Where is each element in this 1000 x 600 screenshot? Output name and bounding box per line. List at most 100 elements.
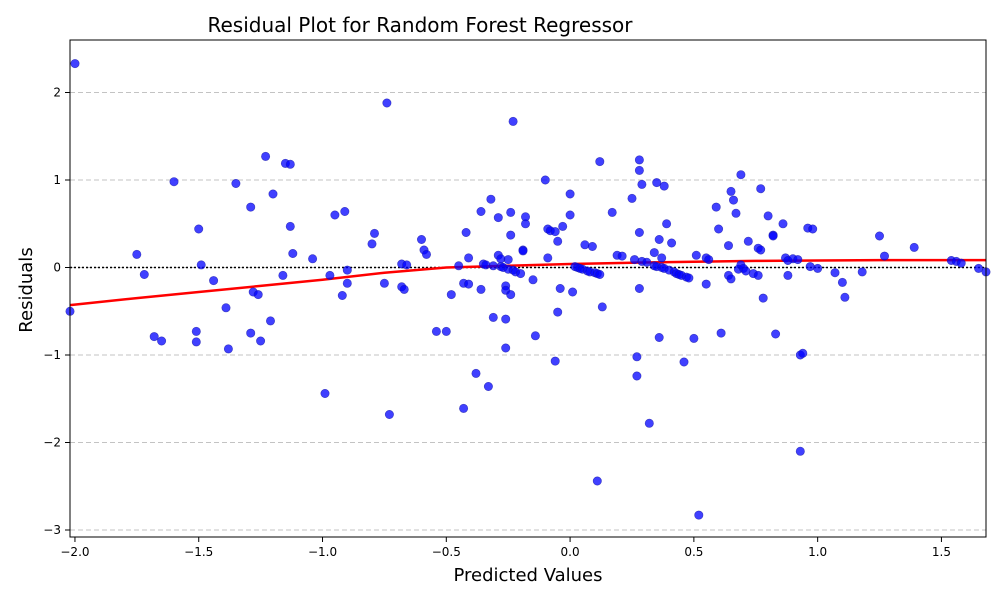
- data-point: [221, 303, 231, 313]
- data-point: [194, 224, 204, 234]
- data-point: [496, 254, 506, 264]
- data-point: [793, 255, 803, 265]
- data-point: [342, 278, 352, 288]
- data-point: [421, 249, 431, 259]
- data-point: [714, 224, 724, 234]
- data-point: [399, 284, 409, 294]
- x-tick-label: 1.5: [932, 545, 951, 559]
- x-tick-label: −1.5: [184, 545, 213, 559]
- data-point: [340, 207, 350, 217]
- data-point: [196, 260, 206, 270]
- data-point: [644, 418, 654, 428]
- data-point: [662, 219, 672, 229]
- data-point: [654, 235, 664, 245]
- data-point: [285, 159, 295, 169]
- data-point: [446, 290, 456, 300]
- data-point: [209, 276, 219, 286]
- data-point: [805, 262, 815, 272]
- data-point: [763, 211, 773, 221]
- data-point: [459, 403, 469, 413]
- data-point: [285, 221, 295, 231]
- data-point: [634, 283, 644, 293]
- data-point: [369, 228, 379, 238]
- data-point: [974, 263, 984, 273]
- data-point: [530, 331, 540, 341]
- grid-lines: [70, 92, 986, 531]
- data-point: [231, 179, 241, 189]
- data-point: [476, 207, 486, 217]
- data-point: [726, 186, 736, 196]
- data-point: [308, 254, 318, 264]
- data-point: [265, 316, 275, 326]
- data-point: [830, 268, 840, 278]
- data-point: [288, 249, 298, 259]
- y-tick-label: −2: [43, 436, 61, 450]
- data-point: [701, 279, 711, 289]
- y-axis-label: Residuals: [16, 247, 37, 332]
- data-point: [139, 269, 149, 279]
- data-point: [857, 267, 867, 277]
- data-point: [516, 269, 526, 279]
- data-point: [654, 332, 664, 342]
- data-point: [268, 189, 278, 199]
- data-point: [667, 238, 677, 248]
- data-point: [813, 263, 823, 273]
- data-point: [508, 116, 518, 126]
- data-point: [246, 202, 256, 212]
- data-point: [261, 151, 271, 161]
- data-point: [771, 329, 781, 339]
- trend-line: [69, 258, 986, 307]
- data-point: [555, 283, 565, 293]
- x-tick-label: −1.0: [308, 545, 337, 559]
- data-point: [778, 219, 788, 229]
- data-point: [726, 274, 736, 284]
- data-point: [540, 175, 550, 185]
- data-point: [679, 357, 689, 367]
- data-point: [756, 245, 766, 255]
- data-point: [568, 287, 578, 297]
- y-tick-label: −1: [43, 348, 61, 362]
- data-point: [558, 221, 568, 231]
- data-point: [657, 253, 667, 263]
- data-point: [565, 189, 575, 199]
- data-point: [642, 257, 652, 267]
- data-point: [503, 255, 513, 265]
- data-point: [493, 213, 503, 223]
- data-point: [637, 179, 647, 189]
- data-point: [501, 343, 511, 353]
- data-point: [506, 207, 516, 217]
- x-tick-label: −0.5: [432, 545, 461, 559]
- data-point: [694, 510, 704, 520]
- data-point: [580, 240, 590, 250]
- data-point: [684, 273, 694, 283]
- data-point: [617, 251, 627, 261]
- data-point: [256, 336, 266, 346]
- scatter-points: [65, 59, 991, 520]
- data-point: [956, 258, 966, 268]
- data-point: [253, 290, 263, 300]
- data-point: [753, 270, 763, 280]
- y-tick-label: 0: [53, 261, 61, 275]
- data-point: [808, 224, 818, 234]
- data-point: [431, 326, 441, 336]
- data-point: [595, 157, 605, 167]
- data-point: [70, 59, 80, 69]
- data-point: [629, 255, 639, 265]
- data-point: [464, 279, 474, 289]
- data-point: [416, 235, 426, 245]
- data-point: [595, 269, 605, 279]
- data-point: [634, 165, 644, 175]
- data-point: [382, 98, 392, 108]
- data-point: [476, 284, 486, 294]
- data-point: [565, 210, 575, 220]
- data-point: [461, 228, 471, 238]
- plot-frame: [69, 39, 987, 538]
- data-point: [607, 207, 617, 217]
- data-point: [454, 261, 464, 271]
- data-point: [736, 170, 746, 180]
- data-point: [149, 332, 159, 342]
- data-point: [550, 227, 560, 237]
- data-point: [691, 250, 701, 260]
- data-point: [649, 248, 659, 258]
- data-point: [320, 388, 330, 398]
